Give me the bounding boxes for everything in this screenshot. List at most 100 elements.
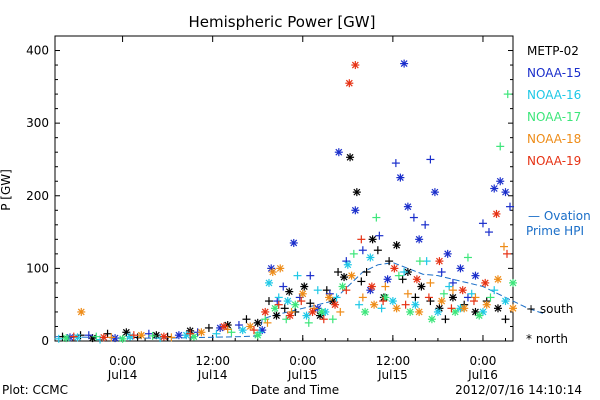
data-point-noaa-16 bbox=[366, 253, 375, 262]
data-point-noaa-16 bbox=[433, 307, 442, 316]
data-point-noaa-18 bbox=[197, 328, 206, 337]
data-point-noaa-17 bbox=[282, 315, 291, 324]
data-point-noaa-18 bbox=[448, 286, 457, 295]
data-point-noaa-19 bbox=[69, 332, 78, 341]
data-point-noaa-19 bbox=[492, 209, 501, 218]
data-point-noaa-15 bbox=[234, 321, 243, 330]
data-point-noaa-16 bbox=[212, 329, 221, 338]
data-point-metp-02 bbox=[346, 153, 355, 162]
data-point-noaa-15 bbox=[351, 206, 360, 215]
plot-frame bbox=[54, 35, 514, 342]
data-point-metp-02 bbox=[352, 188, 361, 197]
data-point-noaa-18 bbox=[347, 271, 356, 280]
data-point-noaa-19 bbox=[319, 315, 328, 324]
x-axis: 0:00Jul1412:00Jul140:00Jul1512:00Jul150:… bbox=[77, 36, 506, 382]
x-tick-time: 12:00 bbox=[376, 354, 411, 368]
data-point-noaa-19 bbox=[435, 257, 444, 266]
y-tick-label: 300 bbox=[26, 116, 49, 130]
data-point-noaa-18 bbox=[276, 264, 285, 273]
data-point-metp-02 bbox=[398, 275, 407, 284]
data-point-noaa-18 bbox=[358, 293, 367, 302]
legend-ovation-line2: Prime HPI bbox=[526, 224, 584, 238]
data-point-noaa-16 bbox=[264, 278, 273, 287]
data-point-noaa-16 bbox=[274, 293, 283, 302]
data-point-noaa-19 bbox=[342, 286, 351, 295]
data-point-noaa-18 bbox=[325, 293, 334, 302]
data-point-noaa-15 bbox=[403, 202, 412, 211]
data-point-noaa-19 bbox=[308, 307, 317, 316]
data-point-noaa-16 bbox=[293, 271, 302, 280]
data-point-metp-02 bbox=[373, 246, 382, 255]
data-point-noaa-15 bbox=[448, 278, 457, 287]
data-point-noaa-15 bbox=[484, 228, 493, 237]
data-point-noaa-15 bbox=[437, 268, 446, 277]
data-point-noaa-18 bbox=[415, 307, 424, 316]
data-point-noaa-17 bbox=[304, 318, 313, 327]
data-point-noaa-19 bbox=[159, 332, 168, 341]
x-tick-time: 0:00 bbox=[109, 354, 136, 368]
data-point-noaa-15 bbox=[443, 249, 452, 258]
ovation-series bbox=[54, 262, 544, 339]
data-point-metp-02 bbox=[264, 297, 273, 306]
data-point-noaa-17 bbox=[253, 331, 262, 340]
data-point-noaa-15 bbox=[409, 213, 418, 222]
data-point-noaa-19 bbox=[447, 304, 456, 313]
data-point-noaa-18 bbox=[263, 318, 272, 327]
data-point-noaa-15 bbox=[279, 282, 288, 291]
legend-north-label: * north bbox=[526, 332, 568, 346]
data-point-noaa-17 bbox=[148, 331, 157, 340]
data-point-metp-02 bbox=[204, 323, 213, 332]
plot-credit: Plot: CCMC bbox=[2, 383, 68, 397]
data-point-noaa-19 bbox=[390, 264, 399, 273]
data-point-noaa-17 bbox=[439, 289, 448, 298]
data-point-noaa-18 bbox=[246, 322, 255, 331]
data-point-metp-02 bbox=[242, 315, 251, 324]
data-point-noaa-17 bbox=[118, 334, 127, 343]
data-point-noaa-16 bbox=[283, 297, 292, 306]
data-point-noaa-18 bbox=[167, 333, 176, 342]
data-point-noaa-19 bbox=[99, 333, 108, 342]
data-point-noaa-15 bbox=[358, 246, 367, 255]
ovation-hpi-line bbox=[54, 262, 544, 339]
y-tick-label: 400 bbox=[26, 44, 49, 58]
data-point-noaa-15 bbox=[426, 155, 435, 164]
data-point-noaa-18 bbox=[403, 289, 412, 298]
data-point-noaa-16 bbox=[467, 289, 476, 298]
data-point-noaa-15 bbox=[478, 219, 487, 228]
data-point-noaa-17 bbox=[509, 278, 517, 287]
data-point-noaa-15 bbox=[383, 275, 392, 284]
data-point-noaa-17 bbox=[62, 334, 71, 343]
data-point-noaa-16 bbox=[355, 300, 364, 309]
data-point-noaa-17 bbox=[451, 307, 460, 316]
data-point-noaa-18 bbox=[381, 282, 390, 291]
data-point-noaa-17 bbox=[394, 271, 403, 280]
data-point-noaa-18 bbox=[482, 300, 491, 309]
data-point-metp-02 bbox=[340, 273, 349, 282]
data-point-noaa-15 bbox=[490, 184, 499, 193]
data-point-metp-02 bbox=[334, 268, 343, 277]
x-tick-time: 12:00 bbox=[195, 354, 230, 368]
data-point-noaa-17 bbox=[372, 213, 381, 222]
data-point-noaa-15 bbox=[505, 202, 514, 211]
data-point-noaa-15 bbox=[289, 238, 298, 247]
data-point-noaa-16 bbox=[182, 331, 191, 340]
data-point-noaa-17 bbox=[486, 293, 495, 302]
data-point-noaa-19 bbox=[331, 300, 340, 309]
data-points bbox=[54, 59, 517, 344]
data-point-noaa-18 bbox=[471, 293, 480, 302]
plot-timestamp: 2012/07/16 14:10:14 bbox=[455, 383, 582, 397]
data-point-noaa-16 bbox=[445, 282, 454, 291]
legend: METP-02 NOAA-15 NOAA-16 NOAA-17 NOAA-18 NOAA-… bbox=[527, 44, 581, 168]
data-point-noaa-16 bbox=[54, 334, 63, 343]
data-point-noaa-19 bbox=[481, 278, 490, 287]
data-point-noaa-17 bbox=[317, 307, 326, 316]
data-point-noaa-18 bbox=[298, 289, 307, 298]
data-point-noaa-19 bbox=[379, 297, 388, 306]
data-point-noaa-18 bbox=[437, 297, 446, 306]
data-point-noaa-16 bbox=[388, 297, 397, 306]
plot-area bbox=[54, 35, 514, 342]
data-point-metp-02 bbox=[426, 297, 435, 306]
data-point-noaa-19 bbox=[469, 297, 478, 306]
data-point-noaa-16 bbox=[302, 311, 311, 320]
data-point-noaa-19 bbox=[367, 282, 376, 291]
